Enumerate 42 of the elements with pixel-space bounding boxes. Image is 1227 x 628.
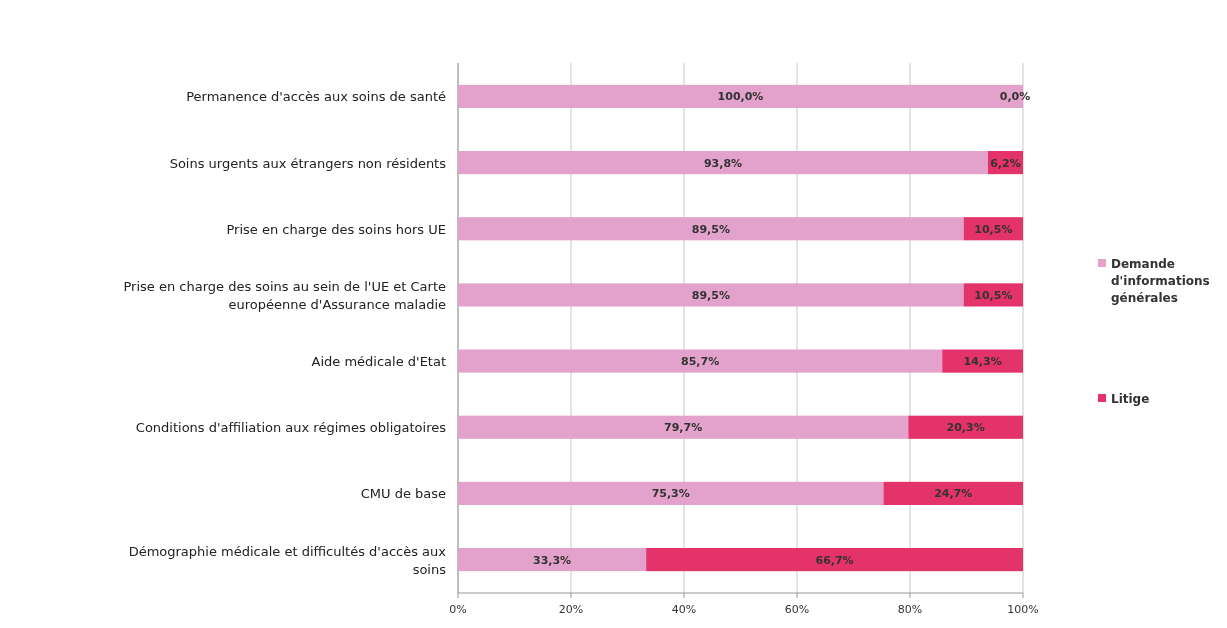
y-tick-label: Permanence d'accès aux soins de santé [186, 89, 446, 105]
y-tick-label: Conditions d'affiliation aux régimes obligatoires [135, 420, 447, 436]
data-label: 14,3% [963, 355, 1002, 369]
data-label: 89,5% [691, 222, 730, 236]
data-label: 79,7% [664, 421, 703, 435]
data-label: 6,2% [990, 156, 1021, 170]
bar [458, 349, 943, 373]
data-label: 10,5% [974, 288, 1013, 302]
data-label: 33,3% [532, 553, 572, 567]
data-label: 100,0% [717, 90, 764, 104]
legend-label: Litige [1111, 392, 1150, 406]
y-tick-label: Aide médicale d'Etat [311, 354, 446, 370]
x-tick-label: 40% [671, 603, 697, 616]
bar [458, 151, 988, 175]
x-tick-label: 60% [784, 603, 810, 616]
x-tick-label: 20% [558, 603, 584, 616]
data-label: 66,7% [815, 553, 854, 567]
x-tick-label: 0% [449, 603, 467, 616]
data-label: 24,7% [934, 487, 973, 501]
data-label: 20,3% [946, 421, 985, 435]
y-tick-label: Soins urgents aux étrangers non résidents [169, 155, 447, 171]
bar [646, 548, 1023, 572]
bar [908, 415, 1023, 439]
data-label: 75,3% [651, 487, 690, 501]
bar [458, 548, 647, 572]
data-label: 10,5% [974, 222, 1013, 236]
legend-label: Demande d'informations générales [1111, 257, 1210, 305]
data-label: 93,8% [703, 156, 743, 170]
bar [458, 415, 909, 439]
data-label: 85,7% [681, 355, 720, 369]
data-label: 0,0% [999, 90, 1031, 104]
x-tick-label: 80% [897, 603, 923, 616]
bar [458, 481, 884, 505]
y-tick-label: CMU de base [360, 486, 446, 502]
y-tick-label: Prise en charge des soins au sein de l'UE et Carte européenne d'Assurance maladie [123, 278, 446, 312]
data-label: 89,5% [691, 288, 730, 302]
bar [458, 283, 964, 307]
x-tick-label: 100% [1007, 603, 1039, 616]
bar [458, 217, 964, 241]
y-tick-label: Démographie médicale et difficultés d'accès aux soins [128, 543, 447, 577]
y-tick-label: Prise en charge des soins hors UE [226, 221, 446, 237]
bar [883, 481, 1023, 505]
